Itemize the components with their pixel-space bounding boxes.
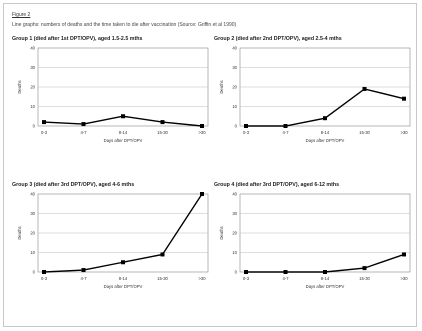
x-tick-label: 0-3 [243, 276, 250, 281]
line-chart: 0 10 20 30 40 Deaths 0-3 4-7 8-14 15-30 >30 Days af… [17, 46, 209, 143]
y-tick-label: 30 [30, 65, 35, 70]
x-tick-label: >30 [198, 130, 206, 135]
x-tick-label: 0-3 [41, 276, 48, 281]
y-axis-label: Deaths [17, 80, 22, 93]
chart-title: Group 3 (died after 3rd DPT/OPV), aged 4… [12, 182, 135, 188]
data-point [200, 124, 204, 128]
x-tick-label: 8-14 [119, 130, 128, 135]
data-point [283, 124, 288, 128]
chart-panel-group-2: Group 2 (died after 2nd DPT/OPV), aged 2… [214, 36, 414, 152]
x-tick-label: 4-7 [80, 130, 87, 135]
y-tick-label: 30 [232, 65, 237, 70]
line-chart: 0 10 20 30 40 Deaths 0-3 4-7 8-14 15-30 >30 Days af… [17, 192, 209, 289]
data-point [81, 268, 86, 273]
y-tick-label: 10 [232, 104, 237, 109]
data-point [323, 270, 327, 274]
x-tick-label: 8-14 [321, 130, 330, 135]
data-point [323, 116, 327, 121]
data-point [244, 270, 248, 274]
x-axis-label: Days after DPT/OPV [306, 138, 345, 143]
x-tick-label: 8-14 [119, 276, 128, 281]
x-tick-label: 0-3 [243, 130, 250, 135]
y-tick-label: 40 [232, 46, 237, 51]
y-tick-label: 0 [33, 270, 36, 275]
y-tick-label: 10 [30, 104, 35, 109]
y-axis-label: Deaths [219, 226, 224, 239]
y-tick-label: 20 [232, 85, 237, 90]
data-point [402, 96, 406, 101]
y-tick-label: 40 [30, 192, 35, 197]
x-axis-label: Days after DPT/OPV [306, 284, 345, 289]
data-point [362, 266, 367, 271]
data-point [160, 252, 165, 257]
chart-panel-group-3: Group 3 (died after 3rd DPT/OPV), aged 4… [12, 182, 212, 298]
chart-panel-group-4: Group 4 (died after 3rd DPT/OPV), aged 6… [214, 182, 414, 298]
y-axis-label: Deaths [17, 226, 22, 239]
x-tick-label: 15-30 [157, 130, 168, 135]
y-tick-label: 30 [232, 211, 237, 216]
x-axis-label: Days after DPT/OPV [104, 138, 143, 143]
chart-title: Group 1 (died after 1st DPT/OPV), aged 1… [12, 36, 143, 42]
y-tick-label: 20 [30, 231, 35, 236]
figure-caption: Line graphs: numbers of deaths and the t… [12, 22, 237, 28]
chart-title: Group 2 (died after 2nd DPT/OPV), aged 2… [214, 36, 342, 42]
x-tick-label: >30 [400, 130, 408, 135]
y-tick-label: 40 [232, 192, 237, 197]
x-axis-label: Days after DPT/OPV [104, 284, 143, 289]
line-chart: 0 10 20 30 40 Deaths 0-3 4-7 8-14 15-30 >30 Days af… [219, 46, 411, 143]
x-tick-label: 15-30 [359, 276, 370, 281]
x-tick-label: 4-7 [80, 276, 87, 281]
x-tick-label: 0-3 [41, 130, 48, 135]
y-tick-label: 10 [232, 250, 237, 255]
data-point [283, 270, 288, 274]
y-tick-label: 20 [232, 231, 237, 236]
data-point [42, 120, 46, 125]
y-tick-label: 0 [33, 124, 36, 129]
data-point [121, 114, 125, 119]
document-page: Figure 2 Line graphs: numbers of deaths … [3, 3, 417, 327]
y-tick-label: 30 [30, 211, 35, 216]
y-tick-label: 0 [235, 270, 238, 275]
data-point [362, 86, 367, 91]
x-tick-label: 4-7 [282, 130, 289, 135]
x-tick-label: 4-7 [282, 276, 289, 281]
data-point [121, 260, 125, 265]
x-tick-label: 15-30 [157, 276, 168, 281]
y-tick-label: 0 [235, 124, 238, 129]
data-point [160, 120, 165, 125]
line-chart: 0 10 20 30 40 Deaths 0-3 4-7 8-14 15-30 >30 Days af… [219, 192, 411, 289]
chart-panel-group-1: Group 1 (died after 1st DPT/OPV), aged 1… [12, 36, 212, 152]
data-point [200, 192, 204, 196]
y-axis-label: Deaths [219, 80, 224, 93]
y-tick-label: 40 [30, 46, 35, 51]
x-tick-label: >30 [400, 276, 408, 281]
data-point [402, 252, 406, 257]
x-tick-label: 15-30 [359, 130, 370, 135]
data-point [244, 124, 248, 128]
x-tick-label: >30 [198, 276, 206, 281]
chart-title: Group 4 (died after 3rd DPT/OPV), aged 6… [214, 182, 340, 188]
data-point [81, 122, 86, 127]
figure-label: Figure 2 [12, 12, 31, 18]
x-tick-label: 8-14 [321, 276, 330, 281]
y-tick-label: 10 [30, 250, 35, 255]
y-tick-label: 20 [30, 85, 35, 90]
data-point [42, 270, 46, 274]
